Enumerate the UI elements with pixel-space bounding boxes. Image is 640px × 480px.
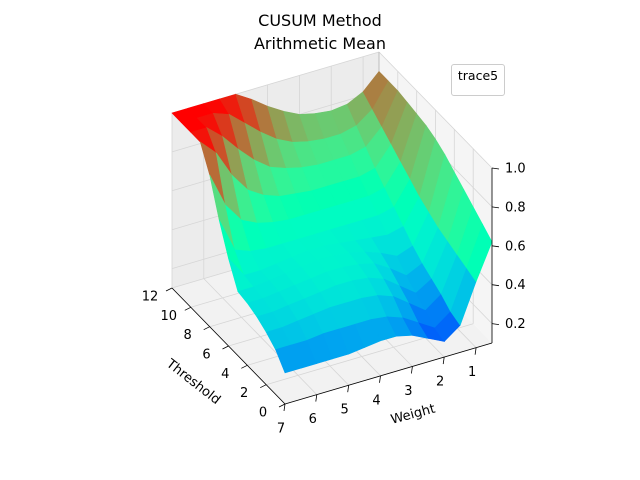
- y-tick: [442, 357, 445, 365]
- x-tick-label: 0: [259, 406, 267, 421]
- y-tick-label: 7: [277, 422, 285, 437]
- x-tick-label: 4: [221, 367, 229, 382]
- y-tick: [315, 394, 318, 402]
- x-tick: [165, 287, 173, 292]
- x-tick: [203, 326, 210, 331]
- y-tick: [474, 347, 477, 355]
- y-tick: [379, 375, 381, 383]
- z-tick: [491, 167, 500, 170]
- legend: trace5: [451, 64, 505, 96]
- z-tick-label: 0.6: [505, 239, 526, 254]
- y-tick: [411, 366, 413, 374]
- legend-entry-trace5: trace5: [457, 68, 499, 83]
- y-tick-label: 1: [468, 365, 476, 380]
- z-tick: [491, 206, 500, 209]
- y-tick-label: 2: [436, 375, 444, 390]
- chart-title-line1: CUSUM Method: [258, 11, 382, 30]
- x-tick: [241, 364, 248, 369]
- z-tick: [491, 245, 500, 248]
- x-tick-label: 10: [161, 309, 178, 324]
- y-tick: [347, 385, 350, 393]
- x-tick-label: 12: [142, 290, 159, 305]
- z-tick: [491, 284, 500, 287]
- x-tick: [222, 345, 229, 350]
- y-axis-label: Weight: [389, 402, 437, 428]
- y-tick-label: 6: [309, 412, 317, 427]
- grid-line: [203, 278, 318, 395]
- surface-patch: [466, 223, 493, 283]
- x-tick-label: 6: [202, 348, 210, 363]
- x-tick: [260, 384, 267, 389]
- z-tick-label: 1.0: [505, 162, 526, 177]
- x-axis-label: Threshold: [163, 356, 224, 408]
- y-tick-label: 5: [341, 403, 349, 418]
- y-tick-label: 4: [372, 393, 380, 408]
- x-tick-label: 2: [240, 386, 248, 401]
- z-tick-label: 0.4: [505, 278, 526, 293]
- z-tick-label: 0.8: [505, 200, 526, 215]
- x-tick: [278, 403, 286, 408]
- z-tick: [491, 323, 500, 325]
- y-tick-label: 3: [404, 384, 412, 399]
- weight-axis-line: [284, 342, 493, 405]
- x-tick: [184, 306, 191, 311]
- y-tick: [283, 403, 286, 412]
- x-tick-label: 8: [184, 328, 192, 343]
- grid-line: [378, 51, 493, 169]
- chart-title-line2: Arithmetic Mean: [253, 34, 386, 53]
- z-tick-label: 0.2: [505, 317, 526, 332]
- surface-mesh: [171, 70, 493, 374]
